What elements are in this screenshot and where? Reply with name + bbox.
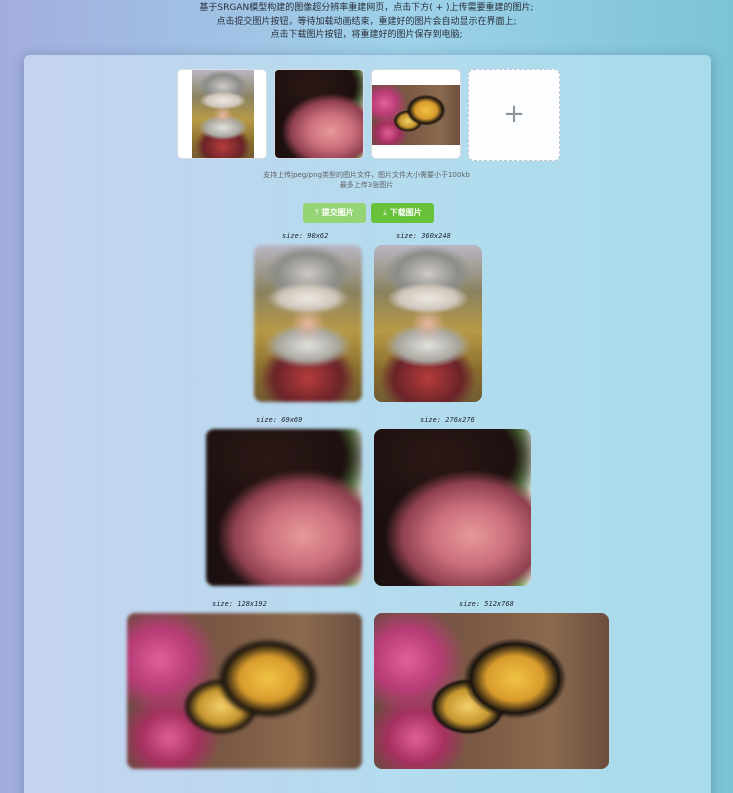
upload-tip-line-2: 最多上传3张图片 [339,181,394,189]
upload-tip: 支持上传jpeg/png类型的图片文件，图片文件大小需要小于100kb 最多上传… [0,170,733,190]
girl-image [192,70,254,158]
butterfly-image [372,85,460,145]
add-image-button[interactable]: + [468,69,560,161]
output-size-label: size: 360x248 [396,232,451,240]
boy-image [275,70,363,158]
input-size-label: size: 90x62 [282,232,329,240]
input-size-label: size: 69x69 [256,416,303,424]
input-image-boy [206,429,362,586]
download-icon: ⤓ [383,208,387,217]
upload-tip-line-1: 支持上传jpeg/png类型的图片文件，图片文件大小需要小于100kb [263,171,470,179]
output-image-girl [374,245,482,402]
instruction-line-2: 点击提交图片按钮，等待加载动画结束，重建好的图片会自动显示在界面上; [216,16,517,27]
instruction-line-3: 点击下载图片按钮，将重建好的图片保存到电脑; [270,30,463,40]
output-image-butterfly [374,613,609,769]
plus-icon: + [503,99,525,129]
submit-label: 提交图片 [321,208,354,217]
submit-button[interactable]: ⤒ 提交图片 [303,203,366,223]
output-size-label: size: 512x768 [459,600,514,608]
uploaded-thumbnail-butterfly[interactable] [371,69,461,159]
uploaded-thumbnail-boy[interactable] [274,69,364,159]
download-label: 下载图片 [389,208,422,217]
input-image-girl [254,245,362,402]
input-size-label: size: 128x192 [212,600,267,608]
output-size-label: size: 276x276 [420,416,475,424]
output-image-boy [374,429,531,586]
instruction-line-1: 基于SRGAN模型构建的图像超分辨率重建网页，点击下方( + )上传需要重建的图… [199,3,534,13]
instructions: 基于SRGAN模型构建的图像超分辨率重建网页，点击下方( + )上传需要重建的图… [0,2,733,43]
input-image-butterfly [127,613,362,769]
uploaded-thumbnail-girl[interactable] [177,69,267,159]
download-button[interactable]: ⤓ 下载图片 [371,203,434,223]
upload-icon: ⤒ [315,208,319,217]
